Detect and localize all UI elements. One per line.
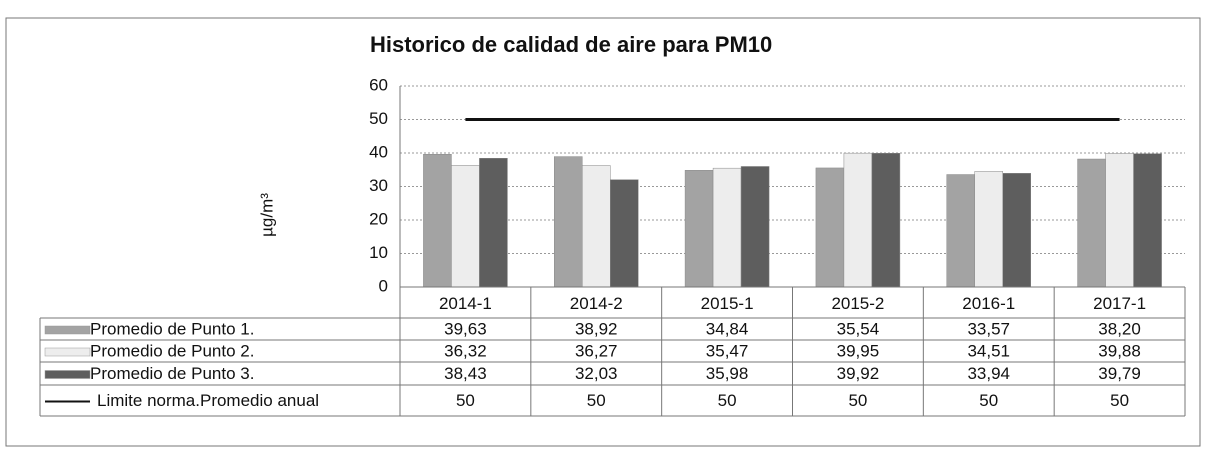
table-value: 35,54 — [837, 319, 880, 338]
table-value: 33,57 — [967, 319, 1010, 338]
bar — [740, 166, 770, 288]
x-tick-label: 2017-1 — [1093, 294, 1146, 313]
y-tick-label: 60 — [369, 75, 388, 94]
table-value: 50 — [587, 391, 606, 410]
y-tick-label: 10 — [369, 243, 388, 262]
bar — [815, 167, 845, 288]
y-tick-label: 40 — [369, 142, 388, 161]
legend-label: Promedio de Punto 3. — [90, 364, 254, 383]
y-tick-label: 30 — [369, 176, 388, 195]
bar — [1133, 153, 1162, 288]
bar — [423, 153, 452, 288]
table-value: 38,20 — [1098, 319, 1141, 338]
table-value: 50 — [979, 391, 998, 410]
table-value: 39,92 — [837, 364, 880, 383]
y-tick-label: 50 — [369, 109, 388, 128]
bar — [974, 171, 1003, 288]
bar — [712, 167, 742, 288]
table-value: 50 — [848, 391, 867, 410]
table-value: 50 — [718, 391, 737, 410]
table-value: 36,27 — [575, 341, 618, 360]
x-tick-label: 2014-1 — [439, 294, 492, 313]
table-value: 36,32 — [444, 341, 487, 360]
table-value: 34,84 — [706, 319, 749, 338]
table-value: 38,43 — [444, 364, 487, 383]
x-tick-label: 2015-2 — [831, 294, 884, 313]
table-value: 34,51 — [967, 341, 1010, 360]
table-value: 32,03 — [575, 364, 618, 383]
x-tick-label: 2016-1 — [962, 294, 1015, 313]
y-tick-label: 0 — [379, 276, 388, 295]
legend-swatch — [44, 347, 91, 357]
x-tick-label: 2015-1 — [701, 294, 754, 313]
table-value: 39,95 — [837, 341, 880, 360]
bar — [946, 174, 975, 288]
bar — [843, 152, 873, 288]
bar — [610, 179, 639, 288]
bar — [554, 156, 583, 288]
table-value: 39,63 — [444, 319, 487, 338]
y-tick-label: 20 — [369, 209, 388, 228]
legend-swatch — [44, 325, 91, 335]
bar — [1077, 158, 1106, 288]
bar — [1002, 173, 1031, 288]
bar — [582, 165, 611, 288]
bar — [871, 153, 901, 288]
table-value: 50 — [1110, 391, 1129, 410]
y-axis-label: µg/m³ — [257, 193, 276, 237]
bar — [479, 158, 508, 288]
table-value: 50 — [456, 391, 475, 410]
bar — [451, 165, 480, 288]
legend-label: Promedio de Punto 1. — [90, 319, 254, 338]
x-tick-label: 2014-2 — [570, 294, 623, 313]
table-value: 39,88 — [1098, 341, 1141, 360]
table-value: 33,94 — [967, 364, 1010, 383]
chart-title: Historico de calidad de aire para PM10 — [370, 32, 772, 57]
table-value: 39,79 — [1098, 364, 1141, 383]
bar — [1105, 153, 1134, 288]
table-value: 35,98 — [706, 364, 749, 383]
bar — [684, 170, 714, 288]
table-value: 38,92 — [575, 319, 618, 338]
table-value: 35,47 — [706, 341, 749, 360]
legend-label: Limite norma.Promedio anual — [97, 391, 319, 410]
legend-label: Promedio de Punto 2. — [90, 341, 254, 360]
legend-swatch — [44, 370, 91, 379]
